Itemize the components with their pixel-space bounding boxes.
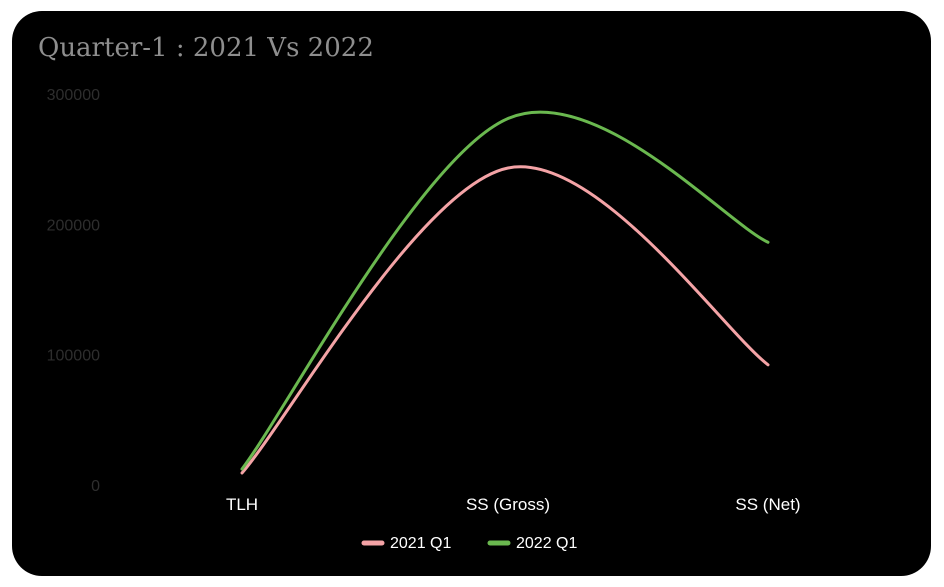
legend[interactable]: 2021 Q1 2022 Q1 bbox=[361, 535, 577, 552]
y-axis: 0 100000 200000 300000 bbox=[47, 87, 100, 495]
chart-card: Quarter-1 : 2021 Vs 2022 0 100000 200000 30… bbox=[12, 11, 931, 576]
x-axis: TLH SS (Gross) SS (Net) bbox=[226, 495, 801, 514]
legend-label: 2021 Q1 bbox=[390, 535, 451, 552]
y-tick-label: 0 bbox=[91, 478, 100, 495]
x-tick-label: TLH bbox=[226, 495, 258, 514]
series-lines bbox=[240, 110, 770, 475]
series-line-2[interactable] bbox=[240, 110, 770, 471]
y-tick-label: 200000 bbox=[47, 217, 100, 234]
legend-item[interactable]: 2022 Q1 bbox=[487, 535, 577, 552]
line-chart: 0 100000 200000 300000 TLH SS (Gross) SS (Net… bbox=[47, 87, 801, 552]
series-line-1[interactable] bbox=[240, 165, 770, 475]
y-tick-label: 300000 bbox=[47, 87, 100, 104]
chart-title: Quarter-1 : 2021 Vs 2022 bbox=[38, 33, 374, 63]
x-tick-label: SS (Net) bbox=[735, 495, 800, 514]
legend-label: 2022 Q1 bbox=[516, 535, 577, 552]
legend-item[interactable]: 2021 Q1 bbox=[361, 535, 451, 552]
x-tick-label: SS (Gross) bbox=[466, 495, 550, 514]
y-tick-label: 100000 bbox=[47, 348, 100, 365]
